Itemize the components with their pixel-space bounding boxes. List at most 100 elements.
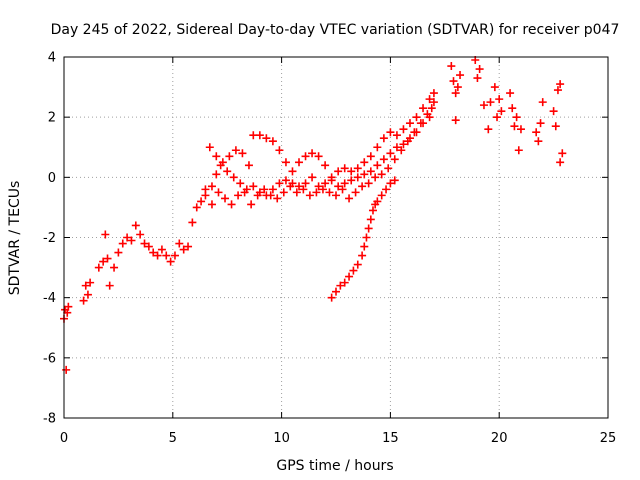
data-point bbox=[184, 242, 193, 251]
data-point bbox=[390, 176, 399, 185]
data-point bbox=[212, 170, 221, 179]
data-point bbox=[262, 134, 271, 143]
data-point bbox=[538, 98, 547, 107]
data-point bbox=[238, 149, 247, 158]
data-point bbox=[192, 203, 201, 212]
data-point bbox=[332, 287, 340, 296]
data-point bbox=[338, 185, 347, 194]
y-tick-label: -2 bbox=[43, 231, 56, 246]
data-point bbox=[308, 173, 317, 182]
data-point bbox=[123, 233, 132, 242]
data-point bbox=[179, 245, 188, 254]
data-point bbox=[536, 119, 545, 128]
data-point bbox=[229, 173, 238, 182]
data-point bbox=[364, 179, 373, 188]
data-point bbox=[312, 188, 321, 197]
data-point bbox=[99, 257, 108, 266]
data-point bbox=[292, 188, 301, 197]
y-tick-label: -4 bbox=[43, 291, 56, 306]
data-point bbox=[347, 176, 356, 185]
data-point bbox=[197, 197, 206, 206]
data-point bbox=[231, 146, 240, 155]
data-point bbox=[249, 182, 258, 191]
data-point bbox=[223, 167, 232, 176]
data-point bbox=[301, 152, 310, 161]
data-point bbox=[268, 137, 277, 146]
data-point bbox=[429, 98, 438, 107]
data-point bbox=[371, 173, 380, 182]
data-point bbox=[268, 185, 277, 194]
data-point bbox=[308, 149, 317, 158]
data-point bbox=[399, 125, 408, 134]
data-point bbox=[390, 155, 399, 164]
data-point bbox=[275, 146, 284, 155]
data-point bbox=[281, 158, 290, 167]
data-point bbox=[451, 116, 460, 125]
data-point bbox=[244, 161, 253, 170]
data-point bbox=[429, 89, 438, 98]
series-rising-track bbox=[327, 176, 399, 302]
data-point bbox=[166, 257, 175, 266]
data-point bbox=[321, 179, 330, 188]
data-point bbox=[273, 194, 282, 203]
data-point bbox=[62, 365, 71, 374]
data-point bbox=[162, 251, 171, 260]
data-point bbox=[427, 104, 436, 113]
data-point bbox=[295, 182, 304, 191]
data-point bbox=[114, 248, 123, 257]
data-point bbox=[532, 128, 541, 137]
data-point bbox=[514, 146, 523, 155]
data-point bbox=[247, 200, 256, 209]
data-point bbox=[516, 125, 525, 134]
data-point bbox=[207, 200, 216, 209]
data-point bbox=[153, 251, 162, 260]
x-tick-label: 0 bbox=[60, 431, 68, 446]
data-point bbox=[327, 173, 336, 182]
data-point bbox=[382, 185, 391, 194]
data-point bbox=[144, 242, 153, 251]
series-late-cluster bbox=[447, 56, 567, 167]
data-point bbox=[410, 128, 419, 137]
data-point bbox=[188, 218, 197, 227]
data-point bbox=[368, 206, 377, 215]
data-point bbox=[332, 191, 340, 200]
data-point bbox=[386, 179, 395, 188]
data-point bbox=[366, 215, 375, 224]
data-point bbox=[83, 290, 92, 299]
data-point bbox=[305, 191, 314, 200]
data-point bbox=[212, 152, 221, 161]
data-point bbox=[353, 173, 362, 182]
data-point bbox=[340, 179, 349, 188]
data-point bbox=[353, 260, 362, 269]
data-point bbox=[86, 278, 95, 287]
data-point bbox=[416, 119, 425, 128]
y-tick-label: -6 bbox=[43, 351, 56, 366]
data-point bbox=[227, 200, 236, 209]
data-point bbox=[170, 251, 179, 260]
data-point bbox=[225, 152, 234, 161]
x-tick-label: 15 bbox=[382, 431, 399, 446]
data-point bbox=[358, 251, 367, 260]
data-point bbox=[157, 245, 166, 254]
data-point bbox=[314, 152, 323, 161]
data-point bbox=[240, 188, 249, 197]
series-main-track bbox=[60, 98, 438, 374]
y-tick-label: 2 bbox=[48, 111, 56, 126]
grid bbox=[64, 57, 608, 418]
data-point bbox=[360, 158, 369, 167]
data-point bbox=[379, 155, 388, 164]
data-point bbox=[423, 110, 432, 119]
data-point bbox=[360, 242, 369, 251]
data-point bbox=[405, 119, 414, 128]
data-point bbox=[207, 182, 216, 191]
data-point bbox=[366, 152, 375, 161]
data-point bbox=[105, 281, 114, 290]
data-point bbox=[364, 224, 373, 233]
data-point bbox=[412, 113, 421, 122]
data-point bbox=[349, 266, 358, 275]
data-point bbox=[373, 197, 382, 206]
data-point bbox=[318, 185, 327, 194]
x-tick-label: 25 bbox=[600, 431, 617, 446]
data-point bbox=[345, 194, 354, 203]
data-point bbox=[553, 86, 562, 95]
